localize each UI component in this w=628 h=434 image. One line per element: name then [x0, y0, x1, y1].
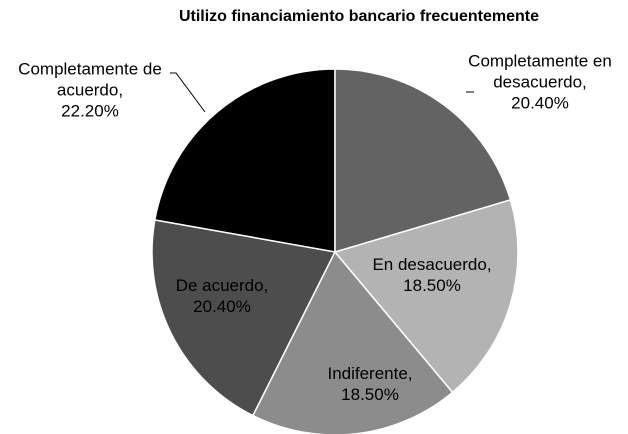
- category-label: En desacuerdo,: [372, 255, 492, 274]
- pie-slice: [333, 198, 519, 394]
- category-label: Indiferente,: [327, 364, 413, 383]
- category-label: Completamente de acuerdo,: [18, 59, 162, 100]
- pie-slice: [334, 68, 512, 254]
- data-label: De acuerdo, 20.40%: [152, 275, 292, 317]
- category-label: De acuerdo,: [175, 276, 269, 295]
- value-label: 18.50%: [403, 276, 461, 295]
- value-label: 20.40%: [193, 297, 251, 316]
- data-label: En desacuerdo, 18.50%: [347, 254, 517, 296]
- leader-line: [170, 72, 206, 113]
- value-label: 22.20%: [61, 101, 119, 121]
- data-label: Indiferente, 18.50%: [295, 363, 445, 405]
- data-label: Completamente en desacuerdo, 20.40%: [465, 51, 615, 114]
- chart-title: Utilizo financiamiento bancario frecuent…: [178, 8, 540, 25]
- value-label: 20.40%: [511, 93, 569, 113]
- pie-slice: [151, 219, 337, 417]
- value-label: 18.50%: [341, 385, 399, 404]
- category-label: Completamente en desacuerdo,: [468, 51, 612, 92]
- data-label: Completamente de acuerdo, 22.20%: [5, 59, 175, 122]
- pie-slice: [153, 68, 336, 253]
